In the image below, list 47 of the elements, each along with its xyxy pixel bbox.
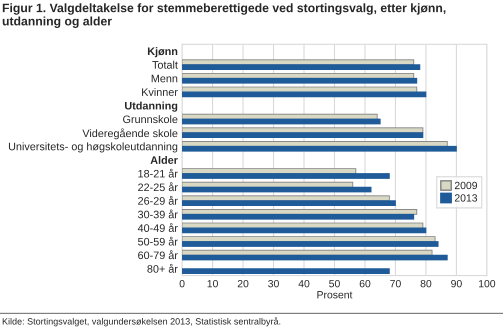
x-tick-label: 50 — [329, 280, 340, 288]
legend-label: 2009 — [454, 182, 478, 190]
y-tick-label: Grunnskole — [123, 115, 178, 124]
bar — [182, 64, 420, 70]
bar — [182, 91, 426, 98]
y-tick-label: Alder — [150, 156, 178, 164]
bar — [182, 214, 414, 220]
x-tick-label: 0 — [180, 280, 185, 288]
chart-title: Figur 1. Valgdeltakelse for stemmeberettigede ved stortingsvalg, etter kjønn, utdanning og alder — [2, 3, 446, 28]
x-tick-label: 20 — [238, 280, 248, 288]
y-tick-label: Universitets- og høgskoleutdanning — [8, 142, 178, 152]
x-tick-label: 100 — [479, 280, 496, 288]
bar — [182, 118, 381, 124]
y-tick-label: 60-79 år — [138, 250, 178, 260]
bar — [182, 78, 418, 84]
x-tick-label: 60 — [360, 280, 370, 288]
x-tick-label: 70 — [390, 280, 401, 288]
x-tick-label: 90 — [451, 280, 462, 288]
y-tick-label: Utdanning — [125, 102, 178, 112]
y-tick-label: Videregående skole — [82, 128, 178, 140]
y-tick-label: Kjønn — [148, 47, 178, 58]
x-tick-label: 40 — [298, 280, 310, 288]
bar — [182, 227, 426, 234]
y-tick-label: 80+ år — [147, 264, 178, 273]
x-tick-label: 80 — [420, 280, 432, 288]
bar — [182, 186, 372, 192]
y-tick-label: Kvinner — [142, 88, 178, 96]
y-tick-label: 26-29 år — [138, 196, 178, 205]
y-tick-label: 50-59 år — [138, 236, 178, 246]
bar — [182, 241, 439, 247]
y-tick-label: 30-39 år — [138, 210, 178, 218]
y-tick-label: 22-25 år — [138, 182, 178, 192]
y-tick-label: 40-49 år — [138, 223, 178, 232]
y-tick-label: Menn — [152, 74, 178, 82]
legend-label: 2013 — [454, 194, 478, 202]
bar — [182, 132, 424, 138]
bar — [182, 173, 390, 179]
text: Kilde: Stortingsvalget, valgundersøkelsen 2013, Statistisk sentralbyrå. — [2, 317, 280, 326]
y-tick-label: Totalt — [152, 60, 178, 69]
bar — [182, 200, 396, 206]
y-tick-label: 18-21 år — [138, 168, 178, 178]
x-tick-label: 10 — [208, 280, 218, 288]
bar — [182, 146, 457, 152]
x-axis-title: Prosent — [317, 291, 352, 298]
x-tick-label: 30 — [268, 280, 279, 288]
bar — [182, 254, 448, 260]
bar — [182, 268, 390, 274]
